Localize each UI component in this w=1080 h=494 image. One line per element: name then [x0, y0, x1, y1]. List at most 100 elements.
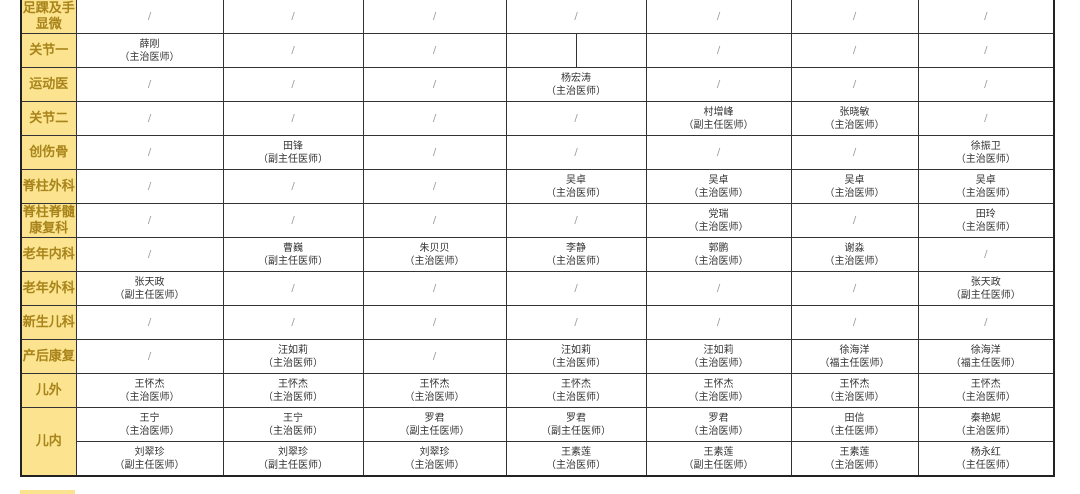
- empty-slot-mark: /: [716, 317, 721, 328]
- schedule-cell: /: [917, 0, 1055, 34]
- schedule-cell: /: [505, 203, 647, 238]
- doctor-name: 杨永红: [970, 446, 1001, 458]
- doctor-name: 田信: [844, 412, 865, 424]
- empty-slot-mark: /: [852, 283, 857, 294]
- doctor-title: （主治医师）: [404, 459, 465, 471]
- schedule-cell: 秦艳妮 （主治医师）: [917, 407, 1055, 442]
- schedule-cell: 王素莲 （副主任医师）: [645, 441, 792, 477]
- doctor-title: （主治医师）: [824, 187, 885, 199]
- schedule-cell: 罗君 （副主任医师）: [505, 407, 647, 442]
- doctor-title: （主治医师）: [688, 221, 749, 233]
- empty-slot-mark: /: [147, 317, 152, 328]
- doctor-name: 汪如莉: [561, 344, 591, 356]
- empty-slot-mark: /: [574, 283, 578, 294]
- schedule-cell: /: [790, 271, 919, 306]
- empty-slot-mark: /: [574, 215, 578, 226]
- empty-slot-mark: /: [716, 283, 721, 294]
- schedule-cell: /: [790, 67, 919, 102]
- empty-slot-mark: /: [852, 215, 857, 226]
- schedule-cell: /: [645, 271, 792, 306]
- schedule-cell: 张晓敏 （主治医师）: [790, 101, 919, 136]
- schedule-cell: 王怀杰 （主治医师）: [222, 373, 364, 408]
- schedule-cell: 刘翠珍 （副主任医师）: [75, 441, 224, 477]
- empty-slot-mark: /: [291, 79, 295, 90]
- schedule-cell: /: [645, 305, 792, 340]
- doctor-title: （主任医师）: [824, 425, 885, 437]
- schedule-cell: 田锋 （副主任医师）: [222, 135, 364, 170]
- doctor-name: 刘翠珍: [134, 446, 165, 458]
- table-row: 创伤骨 / 田锋 （副主任医师） / / / / 徐振卫 （主治医师）: [20, 135, 1055, 170]
- doctor-title: （主治医师）: [688, 357, 749, 369]
- empty-slot-mark: /: [432, 11, 437, 22]
- schedule-cell: 徐海洋 （福主任医师）: [790, 339, 919, 374]
- doctor-name: 吴卓: [708, 174, 729, 186]
- empty-slot-mark: /: [574, 113, 578, 124]
- schedule-cell: 吴卓 （主治医师）: [790, 169, 919, 204]
- doctor-name: 秦艳妮: [970, 412, 1001, 424]
- doctor-title: （副主任医师）: [258, 153, 328, 165]
- schedule-table: 足踝及手显微 / / / / / / / 关节一 薛刚 （主治医师） / / / / / 运动医 / / / 杨宏涛 （主…: [20, 0, 1055, 477]
- doctor-name: 朱贝贝: [419, 242, 450, 254]
- schedule-cell: /: [75, 67, 224, 102]
- doctor-title: （副主任医师）: [950, 289, 1021, 301]
- schedule-cell: /: [362, 271, 507, 306]
- schedule-cell: 张天政 （副主任医师）: [917, 271, 1055, 306]
- department-label: 产后康复: [20, 339, 77, 374]
- split-cell-part: [507, 34, 577, 67]
- department-label: 脊柱外科: [20, 169, 77, 204]
- empty-slot-mark: /: [432, 215, 437, 226]
- schedule-cell: /: [790, 305, 919, 340]
- table-row: 足踝及手显微 / / / / / / /: [20, 0, 1055, 34]
- schedule-cell: /: [75, 203, 224, 238]
- schedule-cell: /: [362, 169, 507, 204]
- split-cell-part: [577, 34, 646, 67]
- doctor-title: （副主任医师）: [258, 255, 328, 267]
- table-row: 关节二 / / / / 村增峰 （副主任医师） 张晓敏 （主治医师） /: [20, 101, 1055, 136]
- split-cell: [507, 34, 646, 67]
- schedule-cell: /: [362, 135, 507, 170]
- schedule-cell: 王怀杰 （主治医师）: [917, 373, 1055, 408]
- doctor-name: 吴卓: [975, 174, 996, 186]
- table-row: 儿内 王宁 （主治医师） 王宁 （主治医师） 罗君 （副主任医师） 罗君 （副主任医师） 罗君 （主…: [20, 407, 1055, 477]
- doctor-title: （主治医师）: [955, 187, 1016, 199]
- doctor-title: （主治医师）: [263, 425, 323, 437]
- table-row: 儿外 王怀杰 （主治医师） 王怀杰 （主治医师） 王怀杰 （主治医师） 王怀杰 （主治医师） 王怀…: [20, 373, 1055, 408]
- schedule-cell: 田信 （主任医师）: [790, 407, 919, 442]
- empty-slot-mark: /: [291, 283, 295, 294]
- doctor-title: （主治医师）: [824, 391, 885, 403]
- schedule-cell: 谢淼 （主治医师）: [790, 237, 919, 272]
- schedule-cell: /: [790, 135, 919, 170]
- schedule-cell: /: [222, 67, 364, 102]
- schedule-cell: 王宁 （主治医师）: [75, 407, 224, 442]
- schedule-cell: 张天政 （副主任医师）: [75, 271, 224, 306]
- schedule-cell: /: [645, 33, 792, 68]
- schedule-cell: 罗君 （主治医师）: [645, 407, 792, 442]
- schedule-cell: /: [222, 203, 364, 238]
- empty-slot-mark: /: [147, 249, 152, 260]
- doctor-name: 曹巍: [283, 242, 303, 254]
- doctor-name: 郭鹏: [708, 242, 729, 254]
- schedule-cell: 朱贝贝 （主治医师）: [362, 237, 507, 272]
- schedule-cell: 党瑞 （主治医师）: [645, 203, 792, 238]
- doctor-name: 田锋: [283, 140, 303, 152]
- schedule-cell: /: [362, 101, 507, 136]
- schedule-cell: /: [505, 271, 647, 306]
- schedule-cell: [505, 33, 647, 68]
- doctor-name: 张天政: [134, 276, 165, 288]
- empty-slot-mark: /: [574, 147, 578, 158]
- department-label: 足踝及手显微: [20, 0, 77, 34]
- empty-slot-mark: /: [432, 79, 437, 90]
- department-label: 关节一: [20, 33, 77, 68]
- schedule-cell: /: [505, 135, 647, 170]
- empty-slot-mark: /: [147, 113, 152, 124]
- schedule-cell: /: [362, 67, 507, 102]
- doctor-title: （主治医师）: [824, 255, 885, 267]
- doctor-name: 田玲: [975, 208, 996, 220]
- schedule-cell: 王怀杰 （主治医师）: [645, 373, 792, 408]
- table-row: 脊柱外科 / / / 吴卓 （主治医师） 吴卓 （主治医师） 吴卓 （主治医师） 吴卓 （主治医师）: [20, 169, 1055, 204]
- schedule-cell: 曹巍 （副主任医师）: [222, 237, 364, 272]
- doctor-name: 党瑞: [708, 208, 729, 220]
- empty-slot-mark: /: [291, 113, 295, 124]
- schedule-cell: 王宁 （主治医师）: [222, 407, 364, 442]
- doctor-title: （主治医师）: [404, 391, 465, 403]
